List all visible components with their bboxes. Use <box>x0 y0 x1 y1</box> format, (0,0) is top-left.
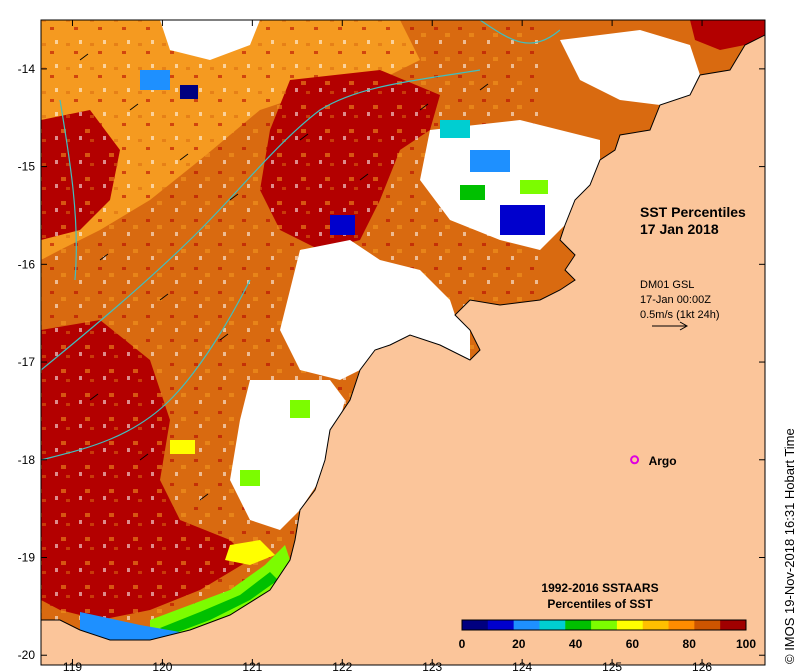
map-plot-area <box>41 20 765 665</box>
lat-tick-label: -16 <box>18 257 36 271</box>
colorbar-frame <box>461 619 747 631</box>
colorbar-segment <box>513 620 540 630</box>
wind-scale-label: 0.5m/s (1kt 24h) <box>640 309 719 321</box>
colorbar-title-line1: 1992-2016 SSTAARS <box>541 581 658 595</box>
lon-tick-label: 125 <box>602 660 622 672</box>
lon-tick-label: 124 <box>512 660 532 672</box>
coastline-land <box>41 34 765 665</box>
lon-tick-label: 119 <box>63 660 82 672</box>
lon-tick-label: 122 <box>332 660 352 672</box>
colorbar-label: 20 <box>512 637 526 651</box>
cloud-gap-coast <box>230 380 345 530</box>
lon-tick-label: 120 <box>152 660 172 672</box>
lat-tick-label: -17 <box>18 355 36 369</box>
lon-tick-label: 121 <box>242 660 262 672</box>
cloud-gap-central <box>280 240 470 380</box>
lat-tick-label: -18 <box>18 453 36 467</box>
lat-tick-label: -15 <box>18 160 36 174</box>
lat-tick-label: -19 <box>18 551 36 565</box>
colorbar-label: 100 <box>736 637 756 651</box>
lat-tick-label: -20 <box>18 648 36 662</box>
latitude-axis: -14 -15 -16 -17 -18 -19 -20 <box>18 62 765 662</box>
colorbar-label: 40 <box>569 637 583 651</box>
argo-label: Argo <box>649 454 677 468</box>
cool-sst-patches <box>80 70 548 640</box>
percentile-colorbar <box>461 619 747 631</box>
colorbar-segment <box>462 620 489 630</box>
colorbar-segment <box>668 620 695 630</box>
imos-credit: © IMOS 19-Nov-2018 16:31 Hobart Time <box>782 428 797 664</box>
colorbar-label: 0 <box>459 637 466 651</box>
lon-tick-label: 123 <box>422 660 442 672</box>
ocean-hot-region-ne <box>690 20 765 50</box>
colorbar-segment <box>720 620 747 630</box>
cloud-gap-ne <box>560 30 700 105</box>
map-title-line1: SST Percentiles <box>640 204 746 220</box>
map-title-line2: 17 Jan 2018 <box>640 221 719 237</box>
wind-source-label: DM01 GSL <box>640 279 694 291</box>
colorbar-segment <box>694 620 721 630</box>
wind-time-label: 17-Jan 00:00Z <box>640 294 711 306</box>
longitude-axis: 119 120 121 122 123 124 125 126 <box>63 20 712 672</box>
colorbar-segment <box>616 620 644 630</box>
cloud-gap-north <box>160 20 260 60</box>
colorbar-label: 80 <box>683 637 697 651</box>
lon-tick-label: 126 <box>692 660 712 672</box>
colorbar-segment <box>642 620 670 630</box>
wind-vectors <box>79 53 489 501</box>
cloud-gap-east <box>420 120 600 250</box>
colorbar-segment <box>487 620 515 630</box>
lat-tick-label: -14 <box>18 62 36 76</box>
colorbar-segment <box>539 620 566 630</box>
map-frame <box>40 19 766 666</box>
colorbar-label: 60 <box>626 637 640 651</box>
colorbar-segment <box>565 620 592 630</box>
ssh-contours <box>41 20 561 461</box>
colorbar-title-line2: Percentiles of SST <box>547 597 653 611</box>
colorbar-labels: 0 20 40 60 80 100 <box>459 637 757 651</box>
argo-float-marker[interactable] <box>630 455 640 465</box>
colorbar-segment <box>591 620 618 630</box>
wind-scale-arrow <box>652 321 689 331</box>
